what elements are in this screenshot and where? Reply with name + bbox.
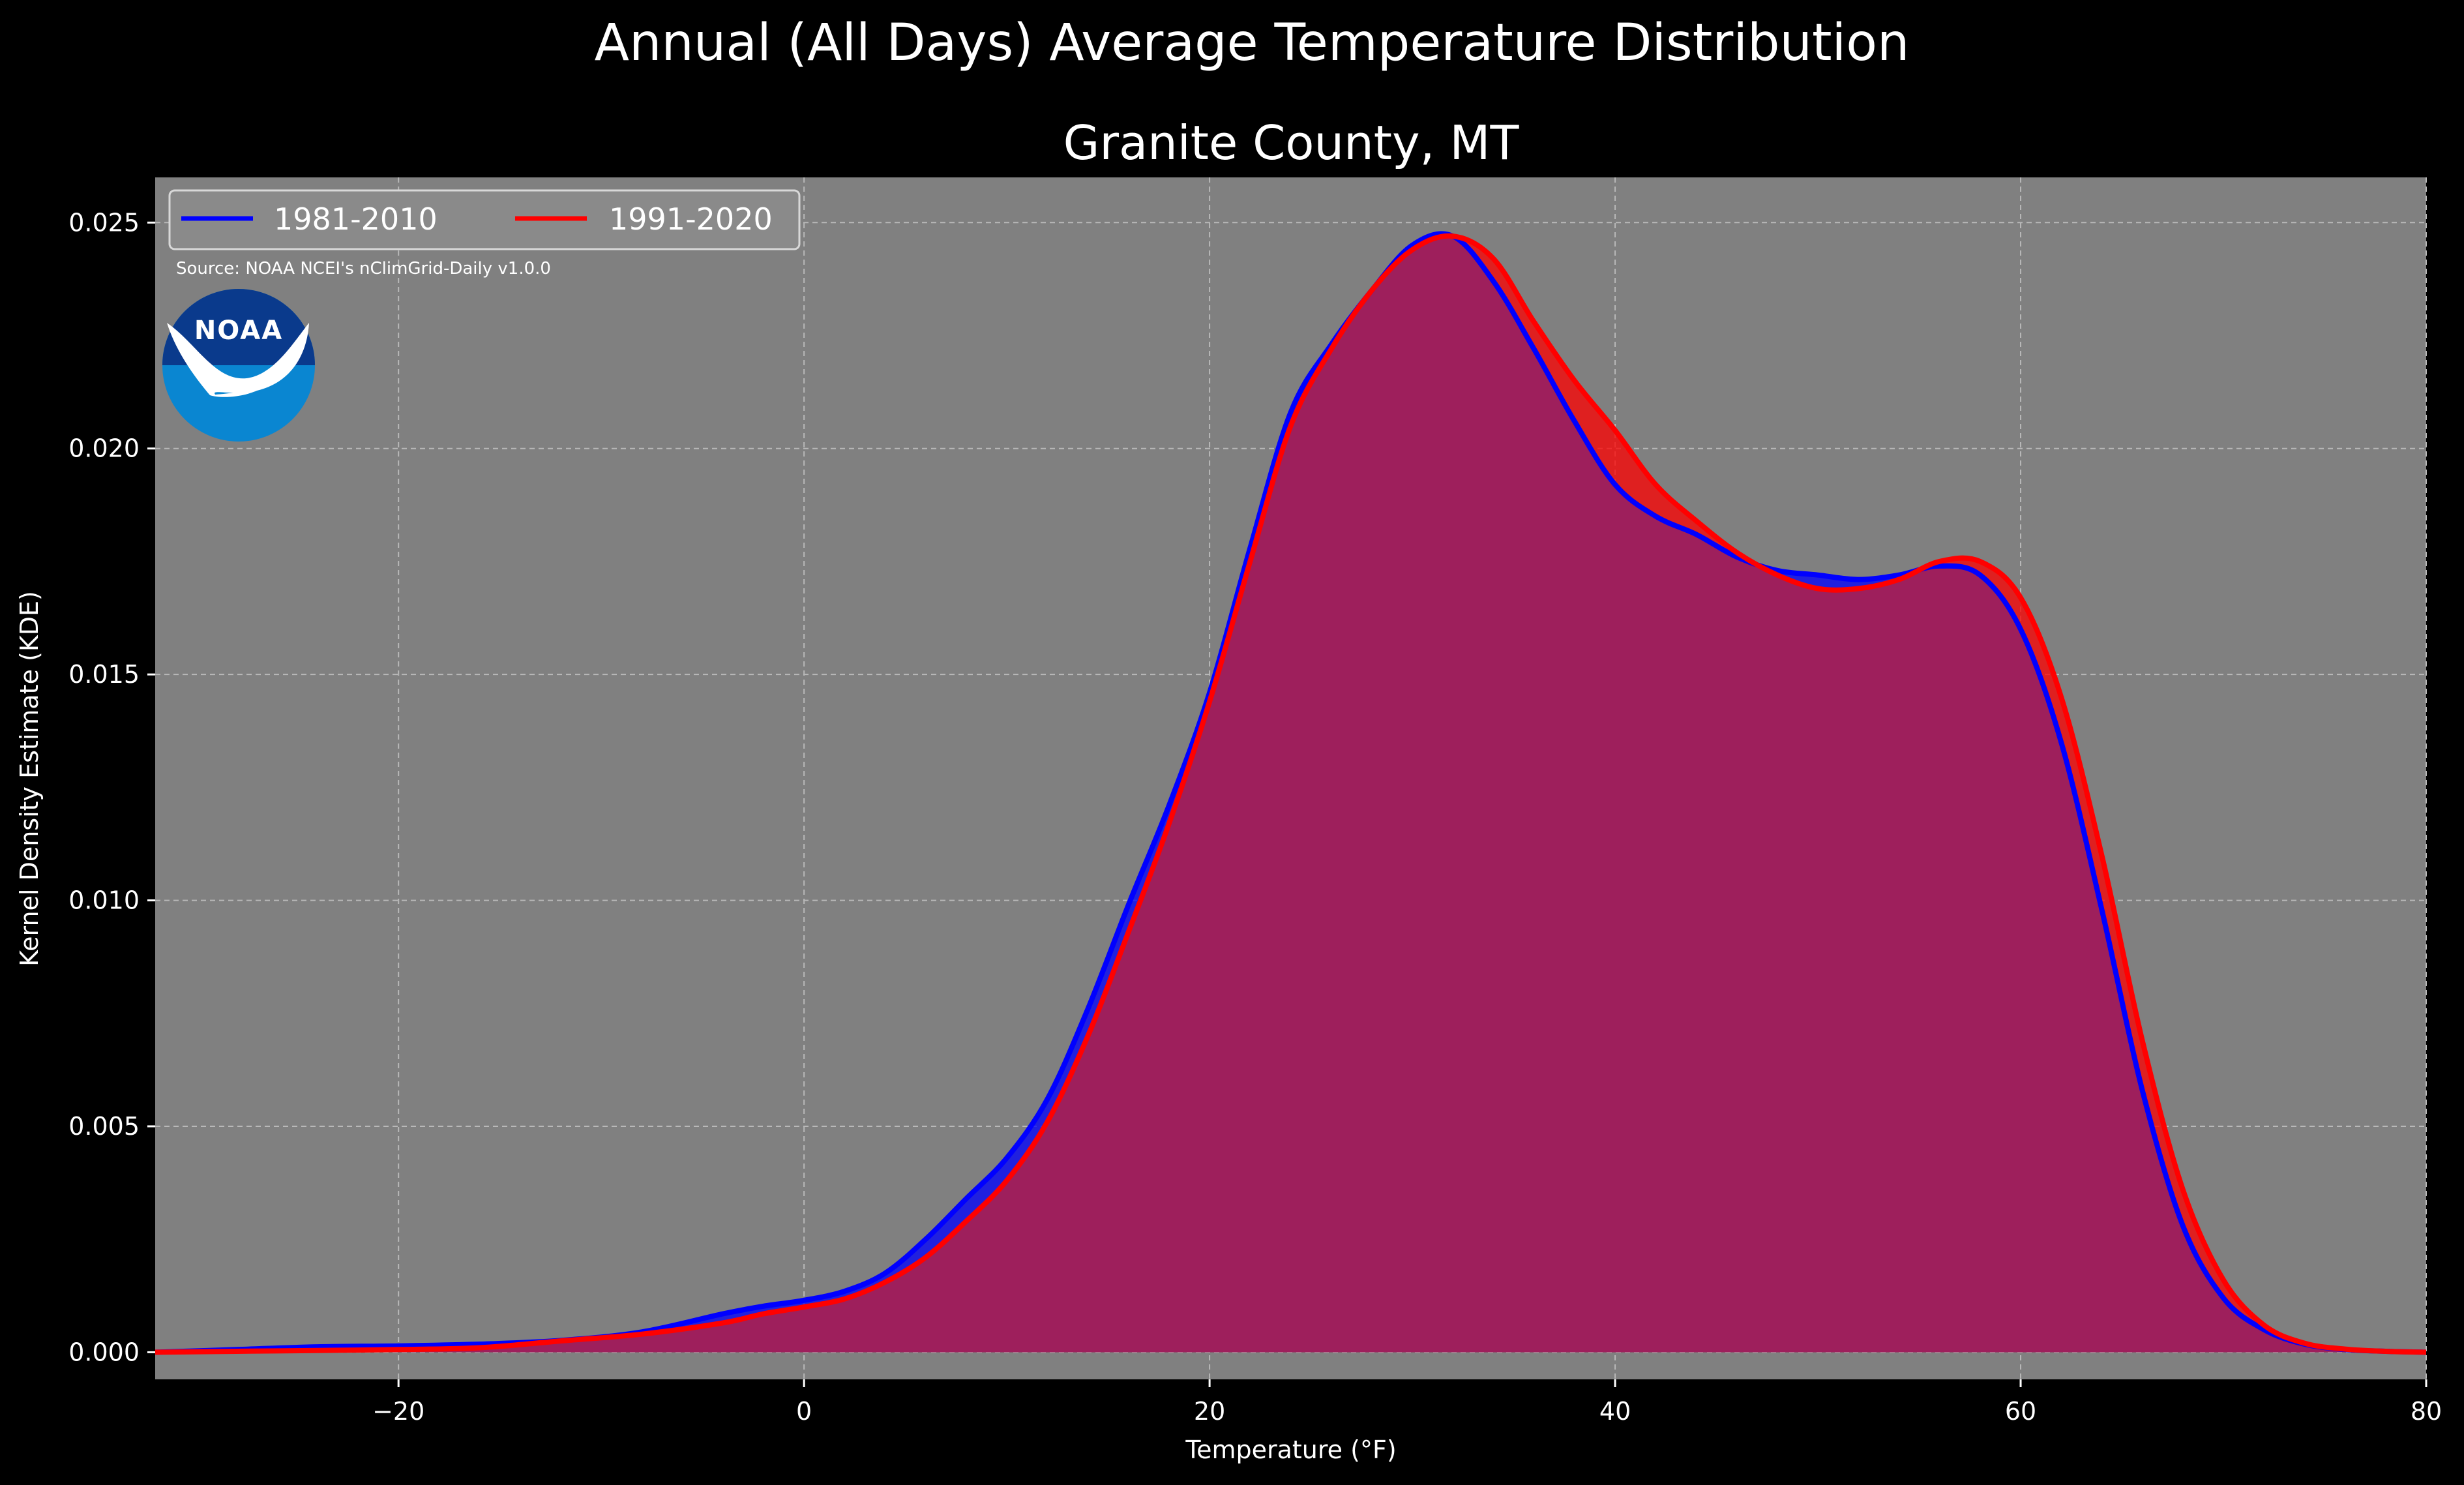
- legend: 1981-2010 1991-2020: [168, 189, 801, 250]
- x-tick-label: −20: [372, 1397, 424, 1426]
- series-overlap-fill: [155, 234, 2426, 1353]
- series-line-1991-2020: [155, 233, 2426, 1355]
- x-axis-label: Temperature (°F): [1185, 1435, 1396, 1464]
- y-tick-label: 0.015: [68, 660, 140, 689]
- x-tick-label: 20: [1194, 1397, 1225, 1426]
- ticks: −20 0 20 40 60 80 0.000 0.005 0.010 0.015 0.020 0.0…: [68, 208, 2442, 1426]
- noaa-logo-text: NOAA: [194, 316, 283, 346]
- y-tick-label: 0.000: [68, 1338, 140, 1366]
- chart-suptitle: Annual (All Days) Average Temperature Di…: [595, 14, 1910, 72]
- noaa-logo-top: [162, 289, 315, 365]
- y-tick-label: 0.005: [68, 1112, 140, 1141]
- y-axis-label: Kernel Density Estimate (KDE): [15, 591, 44, 967]
- source-note: Source: NOAA NCEI's nClimGrid-Daily v1.0…: [176, 259, 551, 278]
- series-lines: [155, 231, 2426, 1355]
- legend-label-1991-2020: 1991-2020: [609, 202, 773, 237]
- y-tick-label: 0.025: [68, 208, 140, 237]
- x-tick-label: 60: [2005, 1397, 2036, 1426]
- legend-label-1981-2010: 1981-2010: [274, 202, 438, 237]
- y-tick-label: 0.010: [68, 886, 140, 915]
- x-tick-label: 80: [2411, 1397, 2442, 1426]
- noaa-logo-gull: [167, 323, 309, 397]
- x-tick-label: 40: [1599, 1397, 1631, 1426]
- noaa-logo: NOAA: [162, 289, 315, 442]
- chart-title: Granite County, MT: [1063, 115, 1520, 170]
- y-tick-label: 0.020: [68, 434, 140, 463]
- series-fills: [155, 233, 2426, 1353]
- legend-box: [168, 189, 801, 250]
- x-tick-label: 0: [796, 1397, 812, 1426]
